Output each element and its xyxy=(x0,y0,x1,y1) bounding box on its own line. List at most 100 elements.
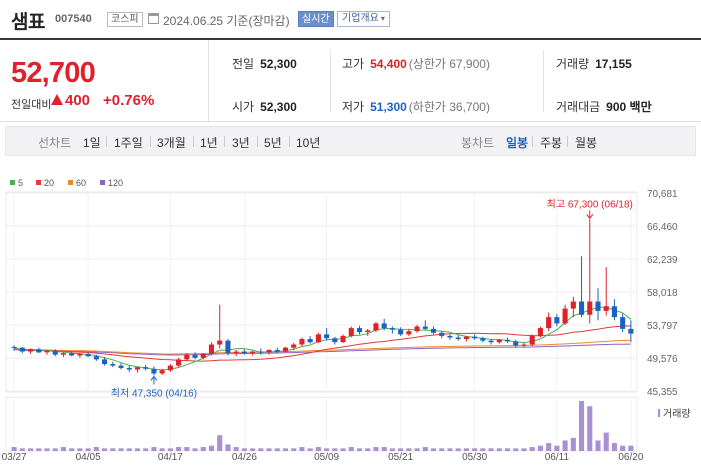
y-tick-label: 62,239 xyxy=(647,255,678,266)
legend-swatch-120 xyxy=(100,180,105,185)
period-5y[interactable]: 5년 xyxy=(264,136,282,150)
volume-bars: 거래량 xyxy=(11,401,691,451)
trade-volume: 거래량 17,155 xyxy=(556,55,632,72)
legend-swatch-20 xyxy=(36,180,41,185)
volume-bar xyxy=(578,401,585,451)
candle-body xyxy=(381,323,387,329)
high-price: 고가 54,400 (상한가 67,900) xyxy=(342,55,490,72)
candle-body xyxy=(233,351,239,354)
volume-bar xyxy=(488,448,494,451)
candle-body xyxy=(595,301,601,311)
volume-bar xyxy=(628,445,634,451)
candle-body xyxy=(414,326,420,332)
candle-body xyxy=(282,347,289,352)
volume-label: 거래량 xyxy=(556,57,590,71)
volume-bar xyxy=(365,448,371,451)
volume-bar xyxy=(398,448,404,451)
divider xyxy=(106,136,107,147)
candle-body xyxy=(93,356,99,360)
volume-bar xyxy=(102,448,108,451)
volume-bar xyxy=(480,448,486,451)
volume-bar xyxy=(192,448,198,451)
low-label: 저가 xyxy=(342,100,365,114)
volume-bar xyxy=(472,448,478,451)
volume-bar xyxy=(93,447,99,451)
period-1w[interactable]: 1주일 xyxy=(114,136,143,150)
candle-body xyxy=(250,351,256,354)
candle-body xyxy=(143,367,149,369)
date-text: 2024.06.25 기준(장마감) xyxy=(163,14,290,28)
high-value: 54,400 xyxy=(370,57,407,71)
realtime-button[interactable]: 실시간 xyxy=(298,11,334,27)
candle-body xyxy=(488,340,494,343)
candle-body xyxy=(102,359,108,365)
volume-bar xyxy=(603,432,609,451)
volume-bar xyxy=(36,448,42,451)
volume-bar xyxy=(537,445,543,451)
line-chart-tab[interactable]: 선차트 xyxy=(38,136,72,150)
period-3m[interactable]: 3개월 xyxy=(157,136,186,150)
candle-body xyxy=(184,354,190,360)
candle-body xyxy=(570,301,576,309)
change-percent: +0.76% xyxy=(103,92,155,109)
divider xyxy=(543,50,544,112)
candle-body xyxy=(628,328,634,334)
volume-bar xyxy=(315,447,321,451)
price-summary: 52,700 전일대비 400 +0.76% 전일 52,300 시가 52,300… xyxy=(0,38,701,122)
candle-daily-tab[interactable]: 일봉 xyxy=(506,136,529,150)
volume-bar xyxy=(332,448,338,451)
divider xyxy=(257,136,258,147)
candle-body xyxy=(85,353,91,357)
company-overview-button[interactable]: 기업개요 ▾ xyxy=(337,11,390,27)
candle-body xyxy=(537,328,543,336)
candle-body xyxy=(69,353,75,356)
candle-body xyxy=(480,338,486,341)
period-3y[interactable]: 3년 xyxy=(232,136,250,150)
candle-body xyxy=(44,350,50,353)
period-1y[interactable]: 1년 xyxy=(200,136,218,150)
low-price: 저가 51,300 (하한가 36,700) xyxy=(342,98,490,115)
volume-bar xyxy=(521,448,527,451)
volume-bar xyxy=(28,448,34,451)
high-label: 고가 xyxy=(342,57,365,71)
y-tick-label: 53,797 xyxy=(647,321,678,332)
volume-bar xyxy=(381,447,387,451)
volume-bar xyxy=(570,437,576,451)
period-10y[interactable]: 10년 xyxy=(296,136,321,150)
volume-bar xyxy=(422,447,428,451)
divider xyxy=(289,136,290,147)
volume-bar xyxy=(373,447,379,451)
candle-body xyxy=(587,301,593,315)
candle-body xyxy=(472,336,478,339)
candle-body xyxy=(389,328,395,330)
candle-body xyxy=(77,353,83,356)
candle-body xyxy=(208,344,215,354)
candle-body xyxy=(258,351,264,353)
candle-body xyxy=(373,323,379,331)
candle-monthly-tab[interactable]: 월봉 xyxy=(575,136,598,150)
x-tick-label: 04/26 xyxy=(232,452,257,463)
volume-bar xyxy=(595,440,601,451)
volume-bar xyxy=(241,448,247,451)
chart-grid xyxy=(5,191,638,452)
volume-bar xyxy=(611,443,617,451)
legend-label-120: 120 xyxy=(108,178,123,188)
candle-body xyxy=(151,368,157,374)
candle-body xyxy=(513,341,519,346)
volume-bar xyxy=(52,448,58,451)
calendar-icon xyxy=(148,13,159,24)
x-tick-label: 04/05 xyxy=(76,452,101,463)
candle-body xyxy=(307,339,313,343)
candle-body xyxy=(620,317,626,329)
candle-body xyxy=(356,328,363,333)
volume-bar xyxy=(430,448,437,451)
candle-weekly-tab[interactable]: 주봉 xyxy=(540,136,563,150)
candle-body xyxy=(134,367,141,370)
period-1d[interactable]: 1일 xyxy=(83,136,101,150)
amount-label: 거래대금 xyxy=(556,100,601,114)
candle-body xyxy=(200,353,206,358)
volume-bar xyxy=(274,448,280,451)
divider xyxy=(532,136,533,147)
open-value: 52,300 xyxy=(260,100,297,114)
candle-body xyxy=(340,335,346,343)
